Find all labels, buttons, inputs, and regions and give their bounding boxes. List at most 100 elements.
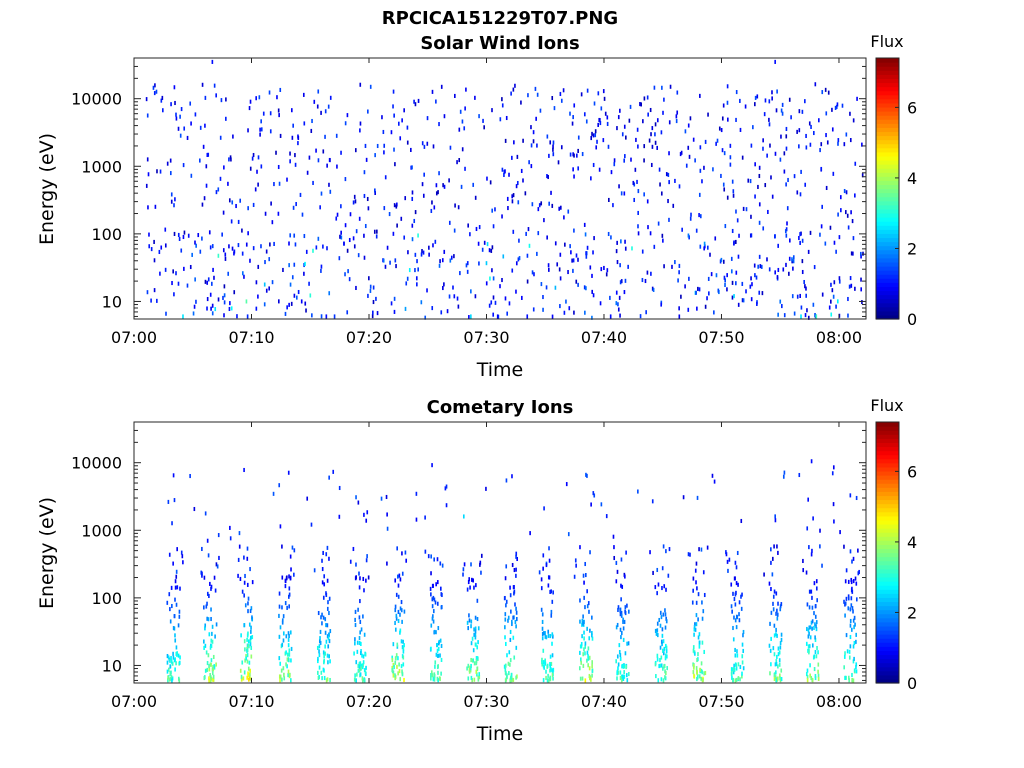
spectrogram-cell [671, 264, 673, 269]
spectrogram-cell [288, 302, 290, 307]
spectrogram-cell [693, 673, 695, 678]
spectrogram-cell [788, 97, 791, 102]
spectrogram-cell [850, 210, 852, 215]
colorbar-segment [876, 306, 899, 312]
spectrogram-cell [325, 623, 327, 628]
colorbar-tick-label: 2 [907, 239, 917, 258]
spectrogram-cell [698, 213, 700, 218]
spectrogram-cell [399, 612, 401, 617]
spectrogram-cell [547, 575, 550, 580]
spectrogram-cell [541, 631, 544, 637]
spectrogram-cell [831, 107, 833, 112]
spectrogram-cell [549, 634, 552, 639]
spectrogram-cell [203, 575, 206, 580]
spectrogram-cell [499, 117, 502, 122]
spectrogram-cell [616, 654, 619, 659]
spectrogram-cell [382, 258, 385, 263]
spectrogram-cell [792, 255, 795, 260]
spectrogram-cell [840, 208, 842, 213]
spectrogram-cell [587, 656, 590, 661]
spectrogram-cell [591, 273, 593, 278]
spectrogram-cell [662, 110, 664, 115]
spectrogram-cell [692, 576, 695, 581]
spectrogram-cell [252, 246, 255, 251]
spectrogram-cell [324, 134, 326, 139]
spectrogram-cell [288, 604, 290, 609]
spectrogram-cell [515, 606, 517, 611]
spectrogram-cell [203, 639, 205, 644]
spectrogram-cell [547, 633, 550, 638]
spectrogram-cell [771, 96, 773, 101]
spectrogram-cell [365, 558, 368, 563]
spectrogram-cell [421, 182, 424, 187]
spectrogram-cell [699, 93, 701, 98]
spectrogram-cell [620, 674, 623, 679]
spectrogram-cell [852, 556, 855, 561]
spectrogram-cell [659, 645, 662, 650]
spectrogram-cell [688, 154, 691, 159]
spectrogram-cell [243, 555, 245, 560]
spectrogram-cell [660, 655, 663, 660]
spectrogram-cell [785, 227, 788, 232]
spectrogram-cell [600, 267, 603, 272]
spectrogram-cell [579, 545, 581, 550]
spectrogram-cell [310, 522, 313, 527]
spectrogram-cell [249, 567, 251, 572]
spectrogram-cell [510, 672, 513, 677]
spectrogram-cell [281, 620, 284, 625]
spectrogram-cell [186, 135, 189, 140]
colorbar-segment [876, 422, 899, 427]
spectrogram-cell [572, 268, 574, 273]
spectrogram-cell [208, 667, 211, 672]
spectrogram-cell [703, 592, 706, 598]
spectrogram-cell [776, 275, 779, 280]
spectrogram-cell [268, 90, 271, 95]
spectrogram-cell [441, 592, 443, 598]
spectrogram-cell [573, 310, 575, 315]
spectrogram-cell [734, 653, 737, 658]
spectrogram-cell [400, 608, 403, 613]
colorbar-segment [876, 479, 899, 484]
spectrogram-cell [526, 314, 529, 319]
spectrogram-cell [786, 221, 788, 226]
spectrogram-cell [279, 678, 281, 683]
spectrogram-cell [769, 648, 772, 653]
spectrogram-cell [231, 200, 234, 205]
spectrogram-cell [279, 625, 282, 630]
spectrogram-cell [809, 230, 812, 235]
spectrogram-cell [583, 285, 586, 290]
spectrogram-cell [785, 262, 787, 267]
spectrogram-cell [662, 544, 665, 549]
spectrogram-cell [839, 195, 842, 200]
spectrogram-cell [754, 194, 756, 199]
spectrogram-cell [855, 597, 858, 602]
spectrogram-cell [692, 663, 695, 668]
spectrogram-cell [777, 550, 779, 555]
spectrogram-cell [302, 92, 305, 97]
spectrogram-cell [287, 673, 289, 678]
spectrogram-cell [358, 668, 361, 673]
spectrogram-cell [546, 678, 549, 683]
spectrogram-cell [172, 655, 175, 660]
spectrogram-cell [735, 281, 737, 286]
spectrogram-cell [443, 114, 446, 119]
spectrogram-cell [777, 676, 779, 681]
spectrogram-cell [573, 228, 575, 233]
spectrogram-cell [617, 115, 620, 120]
spectrogram-cell [260, 119, 262, 124]
spectrogram-cell [440, 671, 442, 676]
spectrogram-cell [208, 230, 211, 235]
spectrogram-cell [398, 669, 401, 674]
spectrogram-cell [178, 609, 181, 614]
spectrogram-cell [220, 98, 223, 103]
spectrogram-cell [356, 649, 359, 654]
spectrogram-cell [317, 670, 319, 675]
spectrogram-cell [456, 296, 459, 301]
spectrogram-cell [819, 148, 821, 153]
spectrogram-cell [476, 666, 479, 671]
spectrogram-cell [433, 205, 436, 210]
spectrogram-cell [810, 675, 813, 681]
spectrogram-cell [463, 562, 466, 567]
colorbar-segment [876, 462, 899, 468]
spectrogram-cell [692, 645, 695, 650]
